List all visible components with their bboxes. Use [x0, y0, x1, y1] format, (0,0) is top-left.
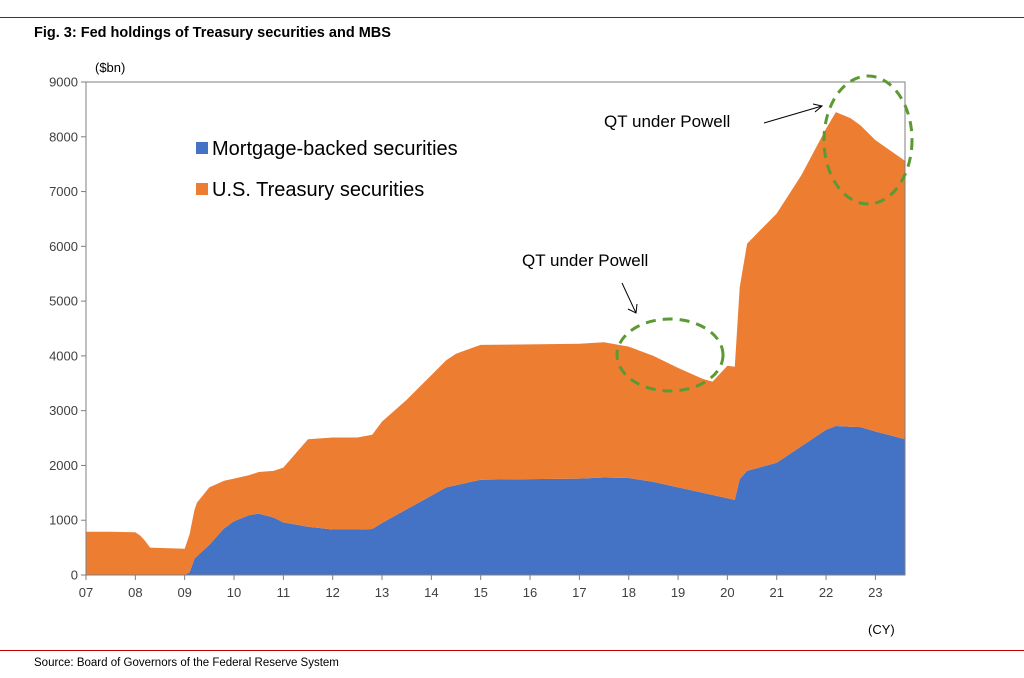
y-axis-unit-label: ($bn)	[95, 60, 125, 75]
x-tick-label: 17	[572, 585, 586, 600]
x-axis: 07 08 09 10 11 12 13 14 15 16 17 18 19 20 21 22 23	[79, 575, 883, 600]
x-tick-label: 20	[720, 585, 734, 600]
legend-swatch-treasury	[196, 183, 208, 195]
plot-frame	[85, 81, 906, 576]
annotation-text: QT under Powell	[604, 112, 730, 131]
y-tick-label: 1000	[49, 513, 78, 528]
y-tick-label: 0	[71, 568, 78, 583]
area-treasury	[86, 112, 905, 575]
y-tick-label: 4000	[49, 348, 78, 363]
x-tick-label: 14	[424, 585, 438, 600]
y-tick-label: 3000	[49, 403, 78, 418]
bottom-rule	[0, 650, 1024, 651]
x-tick-label: 08	[128, 585, 142, 600]
legend: Mortgage-backed securities U.S. Treasury…	[196, 138, 458, 201]
top-rule	[0, 17, 1024, 18]
annotation-circle	[615, 317, 725, 393]
x-tick-label: 13	[375, 585, 389, 600]
annotation-text: QT under Powell	[522, 251, 648, 270]
annotation-arrow	[763, 103, 824, 124]
x-tick-label: 11	[277, 585, 291, 600]
x-tick-label: 15	[473, 585, 487, 600]
x-tick-label: 07	[79, 585, 93, 600]
legend-label-treasury: U.S. Treasury securities	[212, 179, 424, 201]
figure-title: Fig. 3: Fed holdings of Treasury securit…	[34, 25, 391, 41]
annotation-qt-2022: QT under Powell	[604, 74, 914, 206]
x-tick-label: 09	[177, 585, 191, 600]
x-tick-label: 23	[868, 585, 882, 600]
source-note: Source: Board of Governors of the Federa…	[34, 657, 339, 669]
y-tick-label: 9000	[49, 75, 78, 90]
y-tick-label: 6000	[49, 239, 78, 254]
area-mbs	[86, 426, 905, 575]
legend-swatch-mbs	[196, 142, 208, 154]
annotation-circle	[822, 74, 914, 206]
legend-label-mbs: Mortgage-backed securities	[212, 138, 458, 160]
x-tick-label: 18	[621, 585, 635, 600]
series-areas	[86, 112, 905, 575]
y-tick-label: 2000	[49, 458, 78, 473]
y-tick-label: 5000	[49, 294, 78, 309]
stacked-area-chart: 0 1000 2000 3000 4000 5000 6000 7000 8000 9000 07…	[49, 60, 914, 637]
annotation-qt-2018: QT under Powell	[522, 251, 725, 393]
x-tick-label: 12	[325, 585, 339, 600]
x-tick-label: 16	[523, 585, 537, 600]
annotation-arrow	[621, 282, 638, 314]
y-tick-label: 7000	[49, 184, 78, 199]
x-tick-label: 21	[769, 585, 783, 600]
x-tick-label: 19	[671, 585, 685, 600]
x-axis-unit-label: (CY)	[868, 622, 895, 637]
x-tick-label: 10	[227, 585, 241, 600]
x-tick-label: 22	[819, 585, 833, 600]
y-axis: 0 1000 2000 3000 4000 5000 6000 7000 8000 9000	[49, 75, 86, 583]
y-tick-label: 8000	[49, 129, 78, 144]
